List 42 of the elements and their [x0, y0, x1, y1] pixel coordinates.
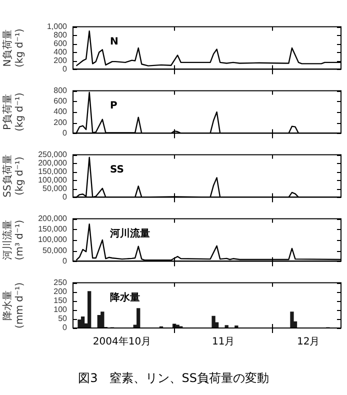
y-tick-label: 200,000 — [38, 214, 68, 224]
x-tick-label: 12月 — [296, 336, 320, 348]
y-tick-label: 800 — [54, 30, 68, 40]
annotation: 河川流量 — [109, 227, 150, 240]
y-tick-label: 150,000 — [38, 224, 68, 234]
annotation: SS — [110, 164, 124, 176]
y-tick-label: 0 — [62, 128, 68, 138]
y-tick-label: 250 — [54, 278, 68, 288]
y-tick-label: 1,000 — [46, 22, 68, 32]
y-tick-label: 50 — [58, 314, 68, 324]
y-tick-label: 150,000 — [38, 166, 68, 176]
x-tick-label: 11月 — [212, 336, 235, 348]
y-tick-label: 600 — [54, 96, 68, 106]
y-tick-label: 200 — [54, 118, 68, 127]
y-axis-title: P負荷量 (kg d⁻¹) — [2, 92, 26, 132]
x-tick-label: 2004年10月 — [92, 336, 152, 348]
y-tick-label: 50,000 — [42, 184, 68, 193]
y-tick-label: 400 — [54, 107, 68, 116]
y-tick-label: 0 — [62, 64, 68, 74]
y-tick-label: 0 — [62, 192, 68, 202]
y-tick-label: 50,000 — [42, 246, 68, 255]
y-axis-title: SS負荷量 (kg d⁻¹) — [2, 154, 26, 198]
y-tick-label: 150 — [54, 296, 68, 306]
y-axis-title: 河川流量 (m³ d⁻¹) — [2, 220, 26, 260]
y-tick-label: 0 — [62, 323, 68, 332]
y-axis-title: N負荷量 (kg d⁻¹) — [2, 28, 26, 68]
y-tick-label: 250,000 — [38, 150, 68, 160]
annotation: N — [110, 36, 118, 48]
y-tick-label: 100,000 — [38, 235, 68, 244]
y-tick-label: 200,000 — [38, 158, 68, 168]
y-tick-label: 100,000 — [38, 175, 68, 184]
y-axis-title: 降水量 (mm d⁻¹) — [2, 282, 26, 328]
caption: 図3 窒素、リン、SS負荷量の変動 — [77, 370, 270, 387]
y-tick-label: 200 — [54, 287, 68, 296]
y-tick-label: 800 — [54, 86, 68, 96]
y-tick-label: 200 — [54, 56, 68, 65]
y-tick-label: 0 — [62, 256, 68, 266]
y-tick-label: 600 — [54, 38, 68, 48]
annotation: P — [110, 100, 118, 112]
annotation: 降水量 — [110, 291, 140, 304]
y-tick-label: 400 — [54, 47, 68, 56]
y-tick-label: 100 — [54, 305, 68, 314]
